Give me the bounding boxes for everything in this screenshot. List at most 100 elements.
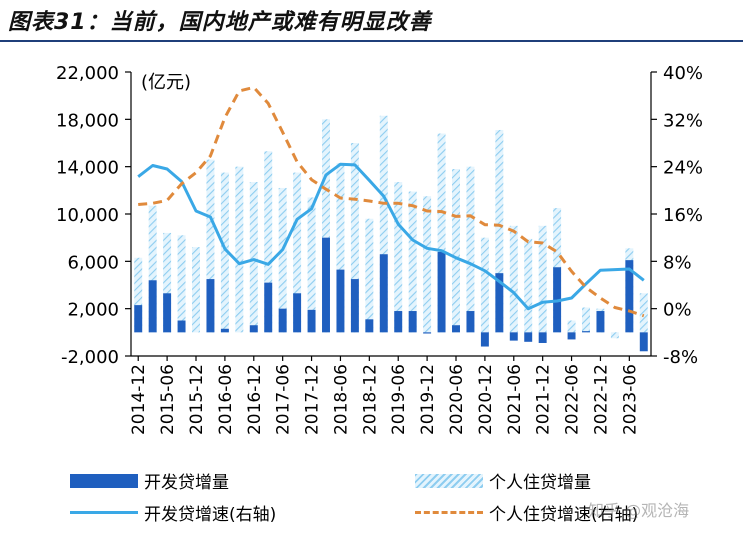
bar-mortgage-increment — [394, 182, 403, 333]
left-axis-tick-label: 2,000 — [67, 300, 119, 321]
bar-dev-loan-increment — [582, 331, 590, 333]
bar-mortgage-increment — [452, 169, 460, 333]
legend-swatch-hatched-bar — [415, 473, 483, 488]
right-axis-tick-label: -8% — [663, 347, 698, 368]
x-axis-tick-label: 2021-06 — [505, 364, 525, 435]
watermark: 知乎 @观沧海 — [588, 501, 690, 520]
legend-item-mortgage-increment: 个人住贷增量 — [415, 468, 591, 493]
bar-mortgage-increment — [408, 191, 417, 333]
bar-dev-loan-increment — [350, 279, 359, 333]
bar-dev-loan-increment — [538, 332, 547, 343]
bar-dev-loan-increment — [408, 311, 417, 333]
bar-dev-loan-increment — [278, 308, 287, 333]
line-dev-loan-growth — [137, 162, 645, 311]
bar-mortgage-increment — [293, 172, 302, 333]
legend-item-dev-loan-increment: 开发贷增量 — [70, 468, 229, 493]
x-axis-tick-label: 2018-06 — [331, 364, 351, 435]
unit-label: (亿元) — [141, 72, 191, 93]
bar-dev-loan-increment — [163, 293, 172, 333]
line-mortgage-growth — [138, 85, 645, 318]
x-axis-tick-label: 2015-06 — [158, 364, 178, 435]
bar-dev-loan-increment — [307, 309, 316, 333]
bar-mortgage-increment — [278, 187, 287, 333]
bar-mortgage-increment — [192, 247, 200, 333]
chart-title: 图表31：当前，国内地产或难有明显改善 — [8, 10, 432, 35]
bar-mortgage-increment — [466, 166, 475, 333]
x-axis-tick-label: 2016-12 — [245, 364, 265, 435]
bar-mortgage-increment — [163, 232, 172, 333]
legend-label: 个人住贷增速(右轴) — [489, 505, 639, 525]
bar-dev-loan-increment — [495, 273, 504, 333]
legend-swatch-dashed-line — [415, 511, 483, 514]
right-axis-tick-label: 32% — [663, 110, 703, 131]
left-axis-tick-label: 22,000 — [56, 63, 119, 84]
bar-dev-loan-increment — [379, 254, 388, 333]
bar-dev-loan-increment — [206, 279, 215, 333]
x-axis-tick-label: 2016-06 — [216, 364, 236, 435]
bar-dev-loan-increment — [452, 325, 460, 333]
legend-item-dev-loan-growth: 开发贷增速(右轴) — [70, 500, 276, 525]
bar-dev-loan-increment — [177, 320, 186, 333]
bar-dev-loan-increment — [322, 237, 330, 333]
x-axis-tick-label: 2017-06 — [274, 364, 294, 435]
bar-dev-loan-increment — [567, 332, 576, 340]
bar-mortgage-increment — [495, 129, 504, 333]
bar-dev-loan-increment — [365, 319, 374, 333]
right-axis-tick-label: 40% — [663, 63, 703, 84]
bar-mortgage-increment — [379, 115, 388, 333]
bar-dev-loan-increment — [148, 280, 157, 333]
bar-dev-loan-increment — [394, 311, 403, 333]
bar-dev-loan-increment — [264, 282, 273, 333]
x-axis-tick-label: 2019-12 — [418, 364, 438, 435]
legend-label: 开发贷增速(右轴) — [144, 505, 277, 525]
x-axis-tick-label: 2015-12 — [187, 364, 207, 435]
left-axis-tick-label: 6,000 — [67, 252, 119, 273]
left-axis-tick-label: 18,000 — [56, 110, 119, 131]
bar-mortgage-increment — [177, 235, 186, 333]
right-axis-tick-label: 8% — [663, 252, 692, 273]
bar-mortgage-increment — [206, 159, 215, 333]
left-axis-tick-label: -2,000 — [61, 347, 119, 368]
bar-mortgage-increment — [322, 119, 330, 333]
right-axis-tick-label: 16% — [663, 205, 703, 226]
right-axis-tick-label: 0% — [663, 300, 692, 321]
x-axis-tick-label: 2020-12 — [476, 364, 496, 435]
x-axis-tick-label: 2022-06 — [563, 364, 583, 435]
bar-dev-loan-increment — [220, 328, 229, 333]
bar-dev-loan-increment — [423, 332, 432, 334]
x-axis-tick-label: 2014-12 — [129, 364, 149, 435]
legend-label: 个人住贷增量 — [489, 473, 591, 493]
bar-dev-loan-increment — [639, 332, 648, 352]
x-axis-tick-label: 2022-12 — [591, 364, 611, 435]
bar-dev-loan-increment — [480, 332, 489, 347]
bar-mortgage-increment — [567, 320, 576, 333]
bar-mortgage-increment — [220, 172, 229, 333]
bar-mortgage-increment — [365, 218, 374, 333]
bar-mortgage-increment — [148, 205, 157, 333]
legend: 开发贷增量 个人住贷增量 开发贷增速(右轴) 个人住贷增速(右轴) — [60, 462, 740, 532]
bar-dev-loan-increment — [437, 251, 446, 333]
bar-dev-loan-increment — [466, 311, 475, 333]
bar-mortgage-increment — [423, 196, 432, 333]
left-axis-tick-label: 14,000 — [56, 158, 119, 179]
bar-dev-loan-increment — [509, 332, 518, 341]
x-axis-tick-label: 2018-12 — [360, 364, 380, 435]
bar-mortgage-increment — [480, 237, 489, 333]
bar-mortgage-increment — [639, 293, 648, 333]
left-axis-tick-label: 10,000 — [56, 205, 119, 226]
bar-mortgage-increment — [264, 151, 273, 333]
bar-dev-loan-increment — [249, 325, 258, 333]
bar-mortgage-increment — [610, 332, 619, 339]
bar-dev-loan-increment — [134, 305, 143, 333]
bar-dev-loan-increment — [625, 260, 634, 333]
x-axis-tick-label: 2017-12 — [303, 364, 323, 435]
combo-chart: 22,000 18,000 14,000 10,000 6,000 2,000 -2,000… — [56, 63, 703, 435]
bar-dev-loan-increment — [293, 293, 302, 333]
bar-mortgage-increment — [437, 133, 446, 333]
legend-label: 开发贷增量 — [144, 473, 229, 493]
right-axis-tick-label: 24% — [663, 158, 703, 179]
x-axis-tick-label: 2020-06 — [447, 364, 467, 435]
bar-mortgage-increment — [134, 257, 143, 333]
legend-swatch-solid-bar — [70, 473, 138, 488]
bar-mortgage-increment — [235, 166, 244, 333]
